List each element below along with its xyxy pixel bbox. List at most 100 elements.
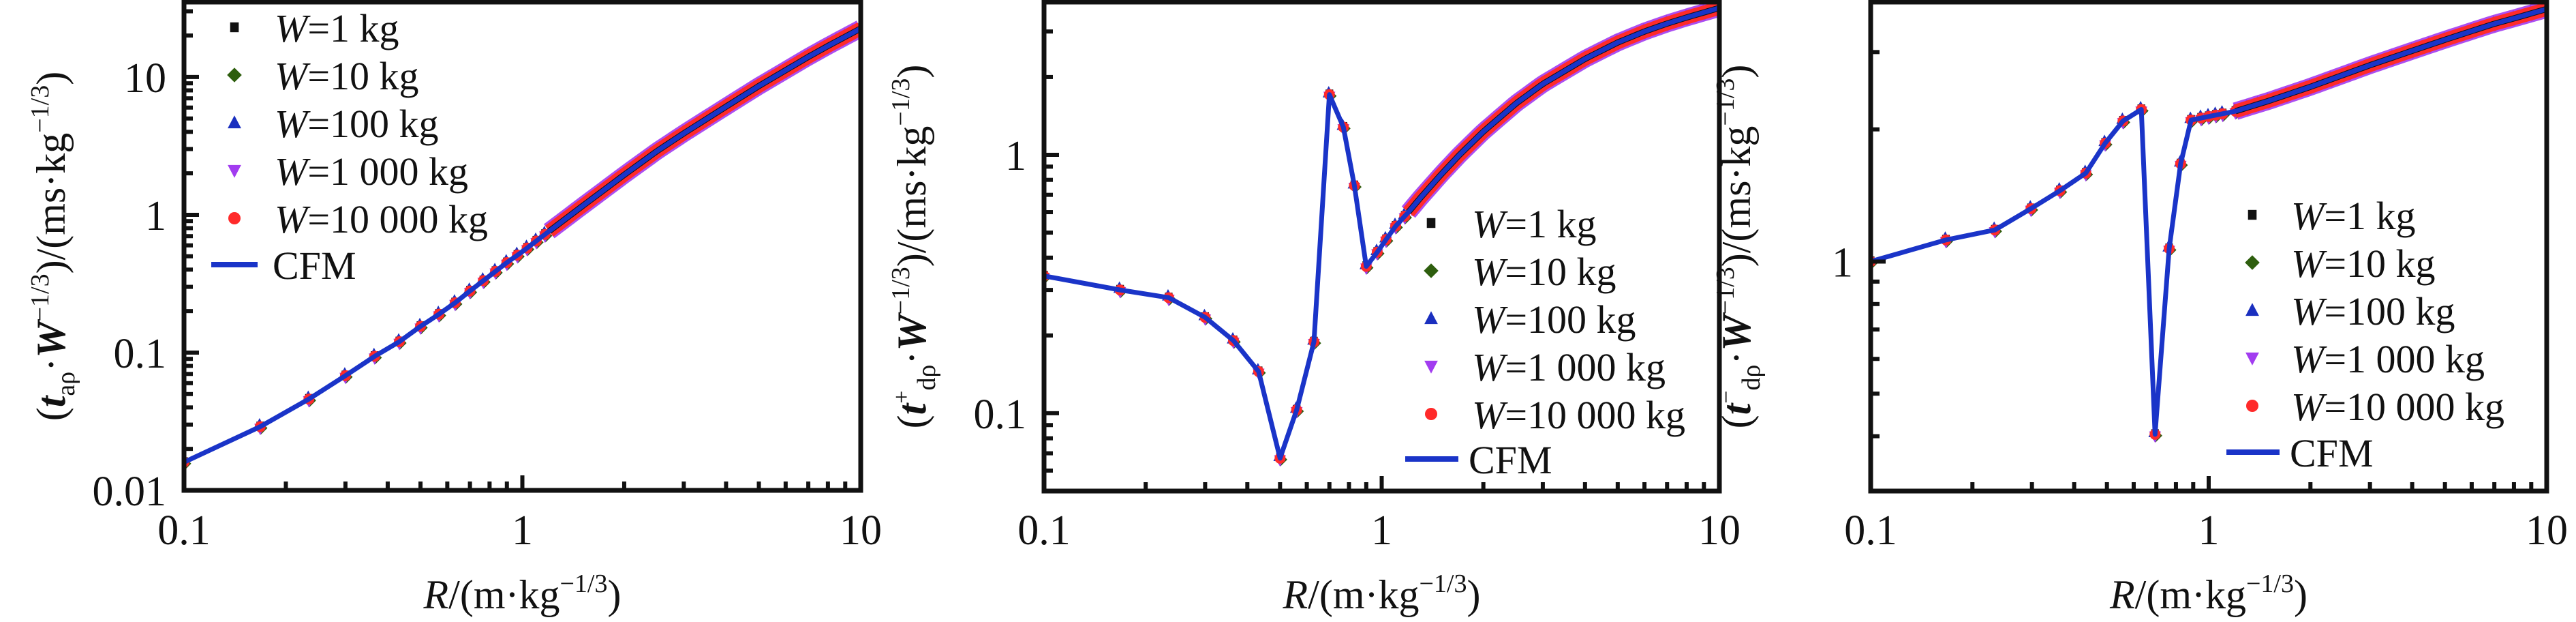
legend-marker-w100	[1424, 311, 1438, 325]
y-axis-label-var: t	[1714, 402, 1759, 415]
x-axis-label-unit: /(m·kg	[2135, 572, 2246, 617]
legend-w-symbol: W	[275, 102, 311, 146]
y-axis-label-dot: ·	[1714, 351, 1759, 365]
legend-w-symbol: W	[1472, 393, 1508, 437]
legend-label-cfm: CFM	[273, 243, 356, 288]
x-axis-label-exp: −1/3	[2246, 569, 2294, 598]
legend-w-symbol: W	[275, 149, 311, 194]
x-tick-label: 0.1	[1017, 507, 1071, 554]
chart-panel-right: 0.1 1 101R/(m·kg−1/3)(t−dρ·W−1/3)/(ms·kg−1…	[1711, 0, 2568, 617]
legend-value: =1 kg	[2324, 194, 2415, 238]
y-axis-label: (t+dρ·W−1/3)/(ms·kg−1/3)	[887, 65, 941, 429]
legend-value: =100 kg	[2324, 289, 2455, 334]
legend-label-w10: W=10 kg	[2291, 241, 2436, 286]
y-axis-label-var2: W	[1714, 312, 1759, 351]
y-tick-label: 0.1	[974, 391, 1027, 438]
x-tick-label: 1	[2198, 507, 2220, 554]
legend-marker-w10000	[2246, 400, 2258, 412]
legend-label-w1: W=1 kg	[275, 6, 399, 50]
y-axis-label-var: t	[889, 402, 934, 415]
x-tick-label: 1	[512, 507, 533, 554]
y-axis-label-exp2: −1/3	[1711, 78, 1740, 126]
y-axis-label-exp: −1/3	[887, 267, 915, 314]
legend-label-cfm: CFM	[2290, 431, 2374, 475]
legend-label-cfm: CFM	[1469, 438, 1552, 482]
legend-w-symbol: W	[275, 54, 311, 98]
x-axis-label-exp: −1/3	[559, 569, 607, 598]
legend-marker-w10	[227, 68, 242, 83]
legend-value: =10 000 kg	[2324, 385, 2504, 429]
y-tick-label: 0.01	[93, 469, 167, 515]
legend-w-symbol: W	[2291, 289, 2327, 334]
legend-value: =1 000 kg	[307, 149, 468, 194]
legend-value: =1 kg	[307, 6, 399, 50]
legend-w-symbol: W	[1472, 345, 1508, 389]
x-axis-label-close: )	[1467, 572, 1480, 617]
legend-w-symbol: W	[1472, 297, 1508, 342]
y-axis-label-sub: aρ	[52, 372, 80, 396]
x-axis-label-unit: /(m·kg	[1308, 572, 1419, 617]
x-axis-label-var: R	[1283, 572, 1308, 617]
legend-label-w10000: W=10 000 kg	[275, 197, 488, 241]
y-axis-label-var-sup: −	[1714, 391, 1739, 404]
legend-w-symbol: W	[1472, 202, 1508, 246]
x-axis-label-var: R	[423, 572, 449, 617]
x-axis-label: R/(m·kg−1/3)	[2109, 569, 2307, 617]
legend-label-w10: W=10 kg	[1472, 250, 1616, 294]
y-axis-label: (t−dρ·W−1/3)/(ms·kg−1/3)	[1711, 65, 1766, 429]
legend-label-w10000: W=10 000 kg	[1472, 393, 1685, 437]
x-axis-label-var: R	[2109, 572, 2135, 617]
y-axis-label-open: (	[1714, 415, 1759, 428]
legend-label-w1000: W=1 000 kg	[2291, 337, 2485, 381]
y-axis-label-unit: )/(ms·kg	[29, 133, 74, 274]
y-axis-label-exp2: −1/3	[887, 78, 915, 126]
legend-w-symbol: W	[275, 197, 311, 241]
cfm-line	[1044, 5, 1719, 461]
legend-marker-w100	[2245, 303, 2259, 316]
y-axis-label-close: )	[29, 72, 74, 85]
x-axis-label-exp: −1/3	[1419, 569, 1467, 598]
legend-w-symbol: W	[2291, 337, 2327, 381]
y-tick-label: 10	[124, 55, 166, 102]
y-axis-label-var: t	[29, 394, 74, 407]
legend-label-w1: W=1 kg	[2291, 194, 2416, 238]
legend-marker-w1000	[1424, 360, 1438, 374]
y-axis-label-var2: W	[29, 319, 74, 358]
legend-label-w1: W=1 kg	[1472, 202, 1597, 246]
legend-marker-w1000	[228, 164, 241, 178]
series-band-w1000	[1401, 2, 1719, 218]
series-band-w10000	[1403, 2, 1719, 217]
legend-w-symbol: W	[1472, 250, 1508, 294]
legend-marker-w1000	[2245, 352, 2259, 366]
legend-label-w100: W=100 kg	[2291, 289, 2455, 334]
legend: W=1 kgW=10 kgW=100 kgW=1 000 kgW=10 000 …	[2226, 194, 2504, 475]
legend-marker-w10000	[228, 212, 241, 224]
legend-marker-w1	[1426, 218, 1436, 228]
chart-panel-middle: 0.1 1 100.11R/(m·kg−1/3)(t+dρ·W−1/3)/(ms·k…	[887, 0, 1741, 617]
legend-w-symbol: W	[2291, 241, 2327, 286]
legend-label-w100: W=100 kg	[275, 102, 439, 146]
legend-marker-w10	[1424, 263, 1439, 278]
y-tick-label: 1	[1832, 239, 1853, 286]
legend-value: =10 kg	[1505, 250, 1616, 294]
y-axis-label-dot: ·	[29, 358, 74, 372]
legend-value: =10 000 kg	[1505, 393, 1685, 437]
y-axis-label-exp: −1/3	[26, 273, 55, 321]
x-tick-label: 10	[1698, 507, 1741, 554]
x-tick-label: 10	[840, 507, 882, 554]
x-axis-label: R/(m·kg−1/3)	[423, 569, 622, 617]
y-tick-label: 1	[145, 193, 166, 239]
legend-label-w1000: W=1 000 kg	[1472, 345, 1666, 389]
y-axis-label-var-sup: +	[889, 391, 915, 404]
legend-marker-w100	[228, 115, 241, 129]
y-axis-label-close: )	[889, 65, 934, 78]
legend-marker-w10000	[1425, 408, 1437, 420]
y-axis-label-close: )	[1714, 65, 1759, 78]
y-axis-label-unit: )/(ms·kg	[889, 126, 934, 267]
x-tick-label: 1	[1371, 507, 1392, 554]
x-axis-label-close: )	[607, 572, 621, 617]
y-axis-label-sub: dρ	[913, 365, 941, 391]
y-axis-label-dot: ·	[889, 351, 934, 365]
y-axis-label: (taρ·W−1/3)/(ms·kg−1/3)	[26, 72, 80, 421]
